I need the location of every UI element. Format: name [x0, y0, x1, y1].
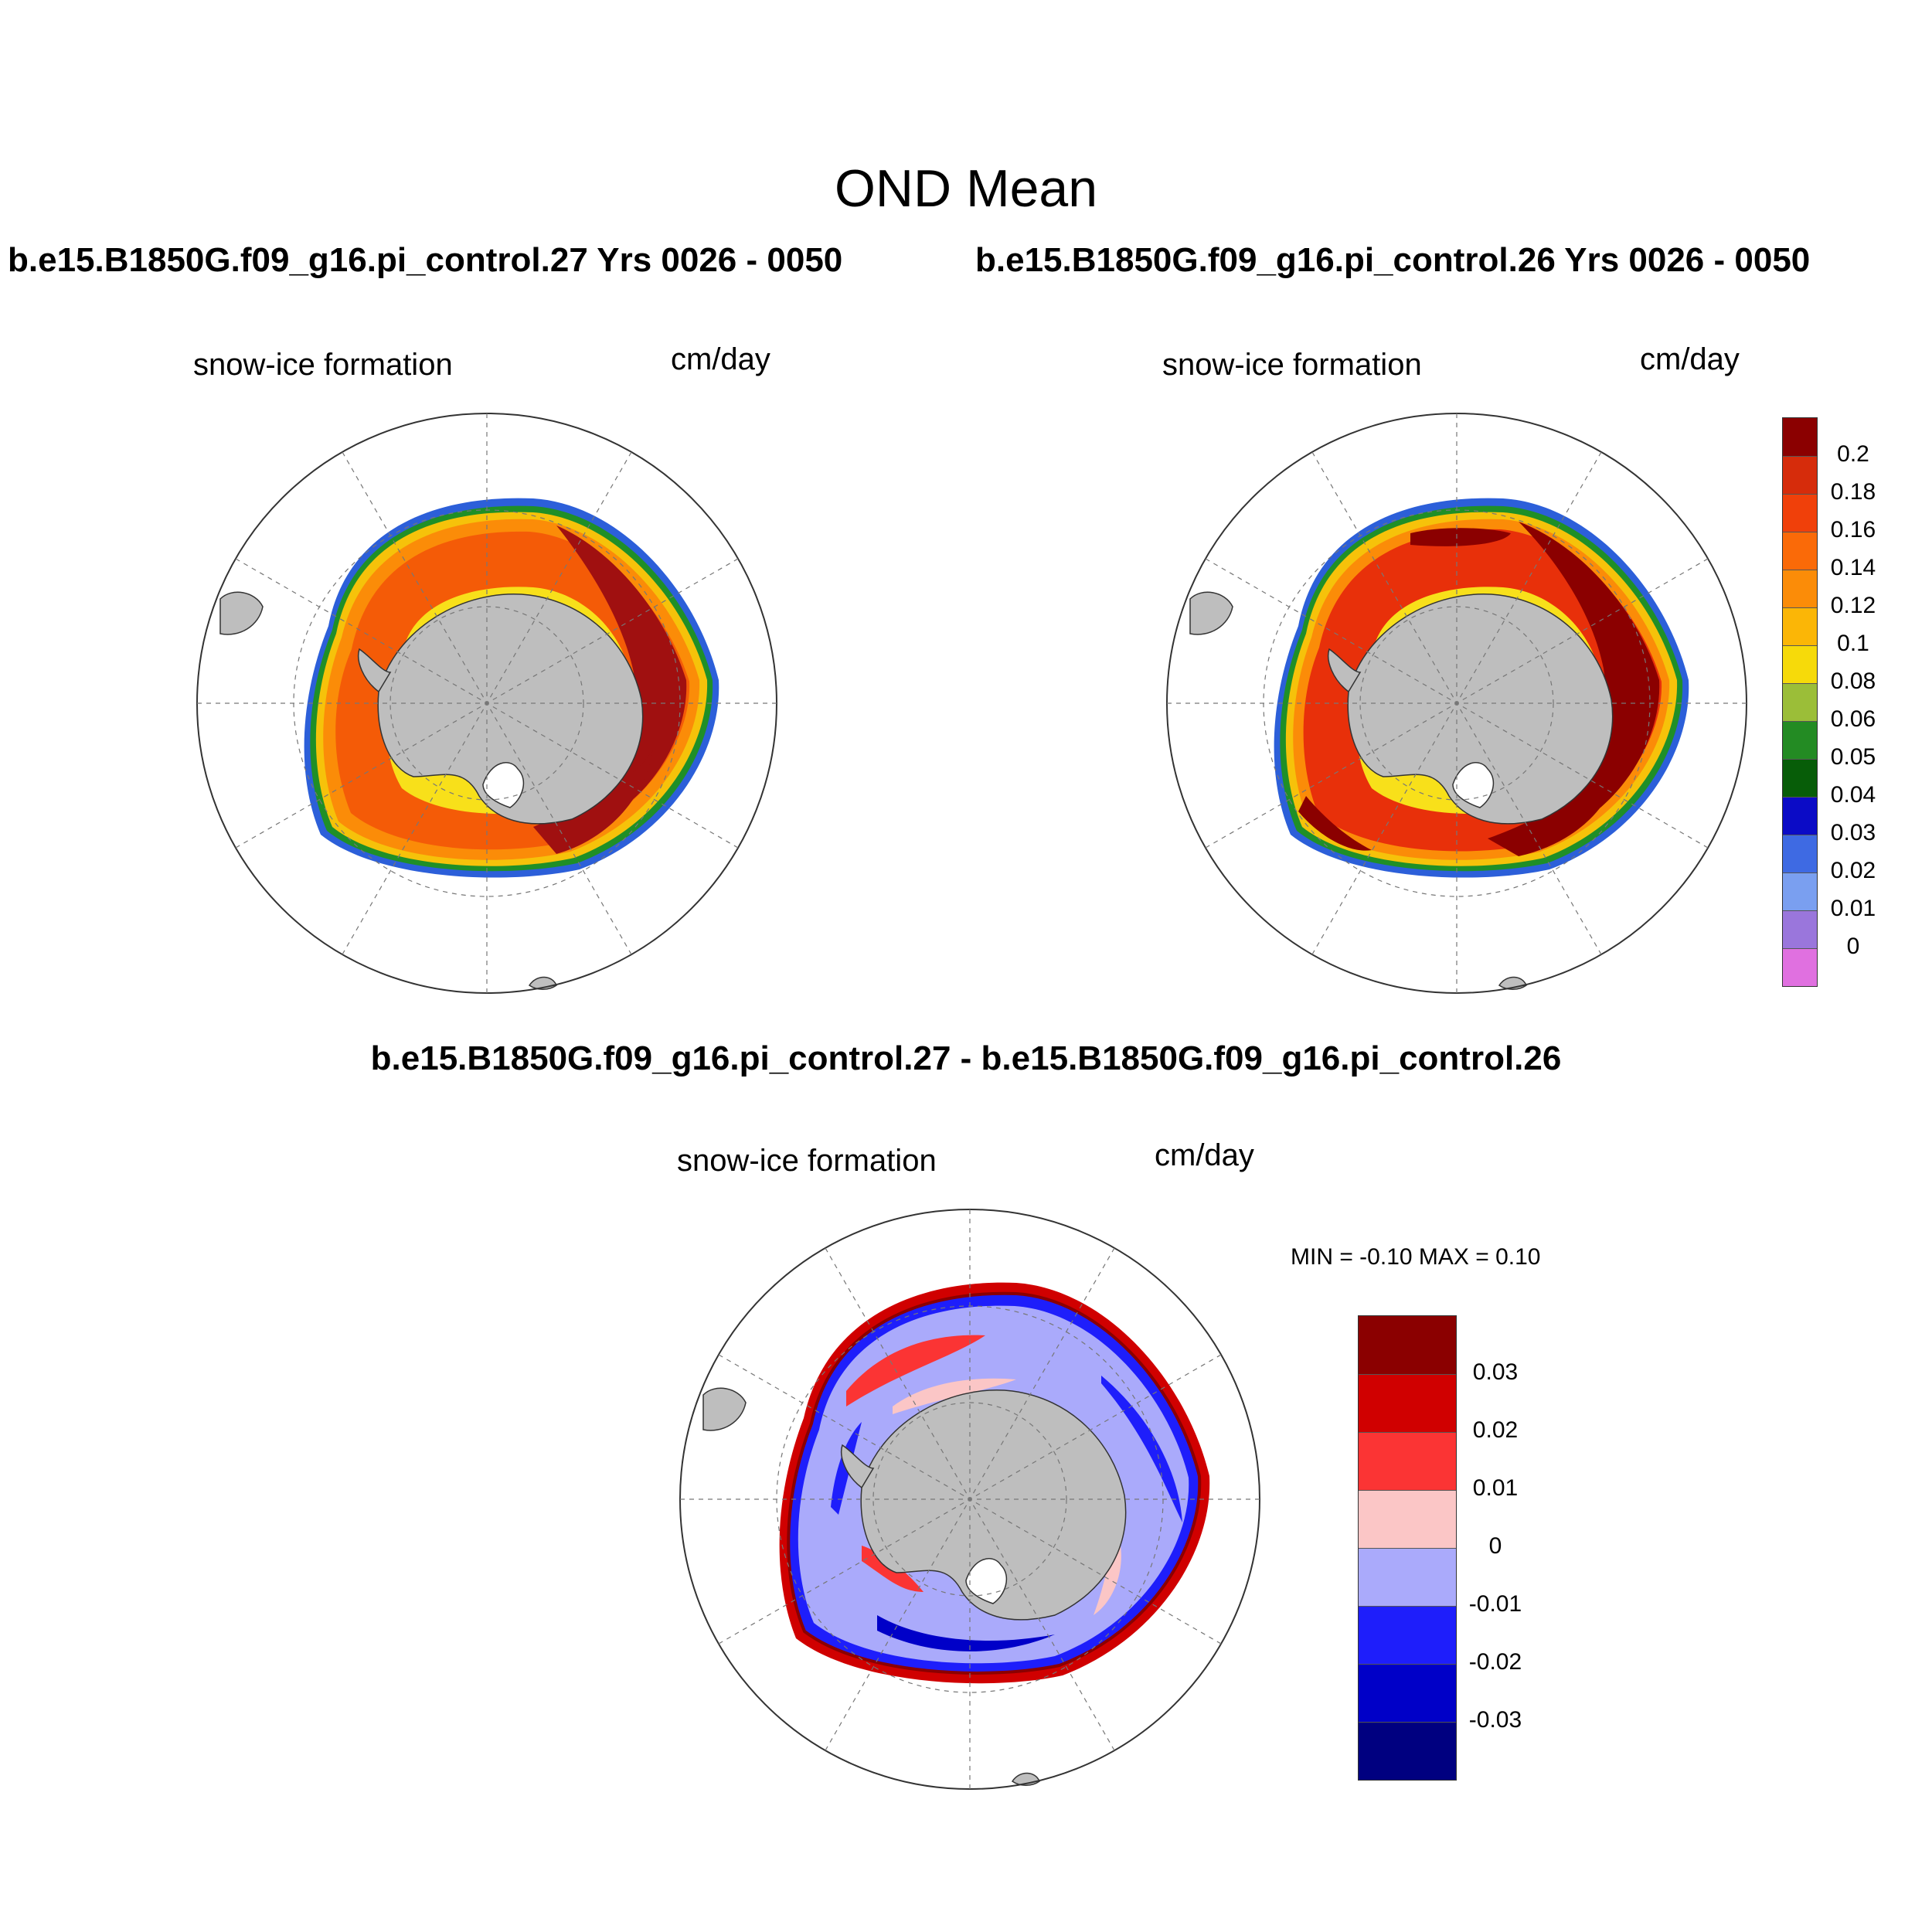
colorbar-mean-tick-label: 0.2: [1837, 441, 1869, 467]
colorbar-mean-swatch: [1783, 418, 1817, 456]
colorbar-mean-tick-label: 0.14: [1830, 555, 1876, 580]
colorbar-mean-swatch: [1783, 645, 1817, 683]
diff-polar-map: [679, 1209, 1260, 1790]
colorbar-difference-tick-label: 0.01: [1472, 1475, 1519, 1501]
colorbar-mean: [1782, 417, 1818, 987]
colorbar-difference-swatch: [1359, 1548, 1456, 1606]
panel1-units-label: cm/day: [671, 342, 770, 376]
panel1-polar-map: [196, 413, 777, 994]
colorbar-mean-tick-label: 0: [1846, 934, 1860, 959]
colorbar-difference-tick-label: 0.02: [1472, 1417, 1519, 1443]
colorbar-difference-swatch: [1359, 1316, 1456, 1374]
diff-units-label: cm/day: [1155, 1138, 1254, 1172]
colorbar-difference-swatch: [1359, 1432, 1456, 1490]
min-max-label: MIN = -0.10 MAX = 0.10: [1291, 1244, 1541, 1270]
colorbar-mean-swatch: [1783, 759, 1817, 797]
colorbar-mean-tick-label: 0.12: [1830, 593, 1876, 618]
panel2-variable-label: snow-ice formation: [1162, 348, 1422, 382]
colorbar-mean-tick-label: 0.01: [1830, 896, 1876, 921]
colorbar-mean-tick-label: 0.16: [1830, 517, 1876, 543]
colorbar-mean-swatch: [1783, 532, 1817, 570]
colorbar-difference-swatch: [1359, 1374, 1456, 1432]
colorbar-mean-swatch: [1783, 872, 1817, 910]
colorbar-mean-swatch: [1783, 721, 1817, 759]
colorbar-mean-swatch: [1783, 948, 1817, 986]
colorbar-difference-swatch: [1359, 1606, 1456, 1664]
colorbar-difference-tick-label: -0.01: [1468, 1591, 1522, 1617]
main-title: OND Mean: [834, 159, 1098, 218]
colorbar-mean-swatch: [1783, 910, 1817, 948]
colorbar-difference-swatch: [1359, 1722, 1456, 1780]
panel2-polar-map: [1166, 413, 1747, 994]
colorbar-difference: [1358, 1315, 1457, 1781]
colorbar-mean-tick-label: 0.08: [1830, 668, 1876, 694]
colorbar-mean-tick-label: 0.1: [1837, 631, 1869, 656]
difference-title: b.e15.B1850G.f09_g16.pi_control.27 - b.e…: [370, 1039, 1562, 1077]
colorbar-difference-tick-label: 0: [1488, 1533, 1502, 1559]
colorbar-mean-tick-label: 0.18: [1830, 479, 1876, 505]
panel2-graticule: [1166, 413, 1747, 994]
panel1-variable-label: snow-ice formation: [193, 348, 453, 382]
colorbar-difference-tick-label: 0.03: [1472, 1359, 1519, 1385]
panel1-title: b.e15.B1850G.f09_g16.pi_control.27 Yrs 0…: [8, 241, 843, 279]
colorbar-difference-tick-label: -0.03: [1468, 1707, 1522, 1733]
colorbar-mean-swatch: [1783, 683, 1817, 721]
colorbar-difference-swatch: [1359, 1664, 1456, 1722]
colorbar-mean-tick-label: 0.03: [1830, 820, 1876, 845]
colorbar-mean-swatch: [1783, 797, 1817, 835]
diff-graticule: [679, 1209, 1260, 1790]
colorbar-mean-swatch: [1783, 835, 1817, 872]
colorbar-mean-swatch: [1783, 494, 1817, 532]
colorbar-mean-swatch: [1783, 456, 1817, 494]
panel2-title: b.e15.B1850G.f09_g16.pi_control.26 Yrs 0…: [975, 241, 1811, 279]
panel1-graticule: [196, 413, 777, 994]
colorbar-mean-swatch: [1783, 570, 1817, 607]
colorbar-mean-tick-label: 0.02: [1830, 858, 1876, 883]
colorbar-difference-swatch: [1359, 1490, 1456, 1548]
colorbar-mean-swatch: [1783, 607, 1817, 645]
colorbar-difference-tick-label: -0.02: [1468, 1649, 1522, 1675]
colorbar-mean-tick-label: 0.05: [1830, 744, 1876, 770]
colorbar-mean-tick-label: 0.04: [1830, 782, 1876, 808]
colorbar-mean-tick-label: 0.06: [1830, 706, 1876, 732]
panel2-units-label: cm/day: [1640, 342, 1740, 376]
diff-variable-label: snow-ice formation: [677, 1144, 937, 1178]
